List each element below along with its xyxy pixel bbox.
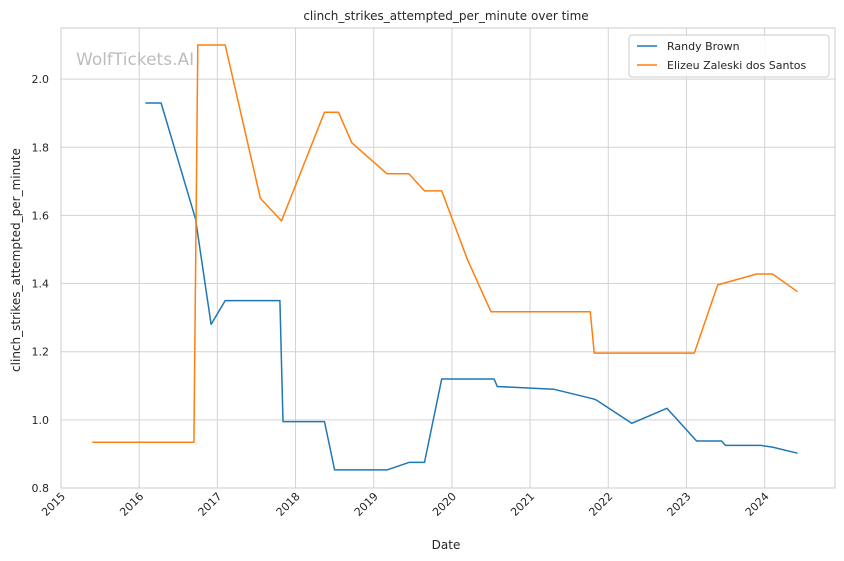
plot-area <box>60 27 836 489</box>
x-tick-label: 2024 <box>743 490 772 519</box>
x-tick-label: 2018 <box>274 490 303 519</box>
y-tick-label: 2.0 <box>32 73 50 86</box>
x-tick-label: 2017 <box>195 490 224 519</box>
x-tick-label: 2022 <box>586 490 615 519</box>
legend-label: Randy Brown <box>667 40 740 53</box>
x-axis-label: Date <box>432 538 461 552</box>
x-axis-ticks: 2015 2016 2017 2018 2019 2020 2021 2022 2023 2024 <box>39 490 772 519</box>
x-tick-label: 2020 <box>430 490 459 519</box>
y-axis-ticks: 0.8 1.0 1.2 1.4 1.6 1.8 2.0 <box>32 73 50 495</box>
chart-title: clinch_strikes_attempted_per_minute over… <box>303 9 588 23</box>
legend: Randy Brown Elizeu Zaleski dos Santos <box>628 34 830 78</box>
watermark: WolfTickets.AI <box>76 50 194 70</box>
y-tick-label: 1.8 <box>32 141 50 154</box>
y-tick-label: 1.0 <box>32 414 50 427</box>
legend-label: Elizeu Zaleski dos Santos <box>667 59 807 72</box>
grid <box>60 28 835 489</box>
y-tick-label: 1.4 <box>32 278 50 291</box>
x-tick-label: 2021 <box>508 490 537 519</box>
x-tick-label: 2016 <box>117 490 146 519</box>
y-tick-label: 0.8 <box>32 482 50 495</box>
y-axis-label: clinch_strikes_attempted_per_minute <box>9 148 23 372</box>
series-line <box>92 44 798 444</box>
x-tick-label: 2023 <box>665 490 694 519</box>
series-group <box>92 44 798 471</box>
y-tick-label: 1.6 <box>32 209 50 222</box>
series-line <box>145 102 798 471</box>
y-tick-label: 1.2 <box>32 346 50 359</box>
x-tick-label: 2019 <box>352 490 381 519</box>
legend-box <box>628 34 830 78</box>
